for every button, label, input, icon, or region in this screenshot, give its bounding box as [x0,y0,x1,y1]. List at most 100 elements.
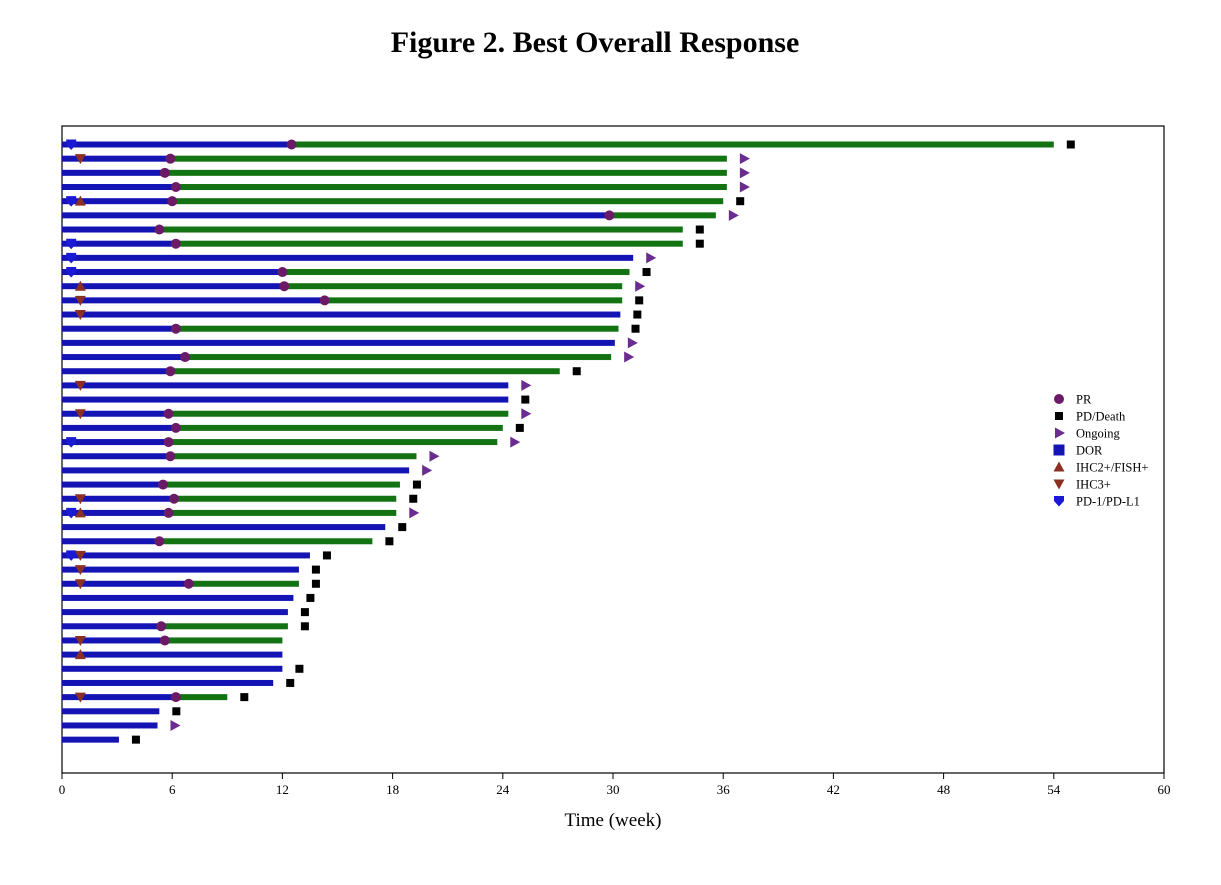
x-tick-label: 6 [169,782,176,797]
pr-marker [286,139,297,150]
ongoing-marker [646,252,657,264]
pr-marker [159,167,170,178]
legend-pd1-label: PD-1/PD-L1 [1076,495,1140,509]
legend-ihc2-label: IHC2+/FISH+ [1076,461,1148,475]
response-bar [170,368,560,375]
dor-bar [62,297,325,304]
legend-pr-symbol [1054,394,1064,404]
response-bar [170,453,417,460]
pd1-marker [66,507,77,519]
pr-marker [170,422,181,433]
response-bar [163,481,400,488]
x-tick-label: 48 [937,782,950,797]
dor-bar [62,623,162,630]
x-tick-label: 0 [59,782,66,797]
ongoing-marker [739,181,750,193]
ongoing-marker [422,464,433,476]
ongoing-marker [510,436,521,448]
pr-marker [169,493,180,504]
ongoing-marker [739,167,750,179]
pd1-marker [66,238,77,250]
ongoing-marker [728,209,739,221]
x-tick-label: 54 [1047,782,1061,797]
response-bar [175,694,228,701]
response-bar [175,325,619,332]
legend-pd-label: PD/Death [1076,410,1126,424]
dor-bar [62,708,160,715]
pd-death-marker [412,480,421,489]
dor-bar [62,396,509,403]
response-bar [170,155,727,162]
dor-bar [62,722,158,729]
response-bar [609,212,716,219]
pd-death-marker [631,324,640,333]
legend-pd1-symbol [1054,496,1064,507]
dor-bar [62,467,410,474]
dor-bar [62,439,169,446]
pr-marker [154,536,165,547]
ongoing-marker [429,450,440,462]
pd-death-marker [695,225,704,234]
ihc3-marker [74,550,86,561]
pr-marker [604,210,615,221]
ihc3-marker [74,494,86,505]
legend-dor-symbol [1053,444,1065,456]
pr-marker [279,281,290,292]
pd1-marker [66,267,77,278]
dor-bar [62,269,283,276]
legend-ihc3-symbol [1053,479,1065,490]
dor-bar [62,736,119,743]
x-tick-label: 24 [496,782,510,797]
pd-death-marker [695,239,704,248]
pr-marker [170,323,181,334]
pd-death-marker [311,565,320,574]
legend-ongoing-label: Ongoing [1076,427,1121,441]
response-bar [188,580,299,587]
dor-bar [62,495,175,502]
x-tick-label: 60 [1158,782,1171,797]
pr-marker [159,635,170,646]
pr-marker [165,366,176,377]
pd1-marker [66,550,77,561]
response-bar [174,495,397,502]
pd-death-marker [633,310,642,319]
dor-bar [62,410,169,417]
pd-death-marker [306,593,315,602]
pd-death-marker [385,537,394,546]
pd-death-marker [521,395,530,404]
dor-bar [62,283,285,290]
ihc3-marker [74,380,86,391]
x-tick-label: 18 [386,782,399,797]
legend-pr-label: PR [1076,393,1092,407]
pr-marker [180,352,191,363]
response-bar [175,424,503,431]
pr-marker [163,507,174,518]
pd-death-marker [736,197,745,206]
dor-bar [62,552,310,559]
pr-marker [170,182,181,193]
dor-bar [62,665,283,672]
pd1-marker [66,139,77,150]
dor-bar [62,509,169,516]
ongoing-marker [627,337,638,349]
dor-bar [62,538,160,545]
legend-pd-symbol [1055,412,1063,420]
dor-bar [62,155,171,162]
ihc3-marker [74,579,86,590]
pd-death-marker [398,523,407,532]
pr-marker [165,451,176,462]
response-bar [159,226,683,233]
ihc2-marker [74,280,86,291]
dor-bar [62,453,171,460]
pr-marker [170,238,181,249]
ongoing-marker [521,408,532,420]
ongoing-marker [624,351,635,363]
legend-dor-label: DOR [1076,444,1103,458]
dor-bar [62,382,509,389]
legend-ihc3-label: IHC3+ [1076,478,1111,492]
dor-bar [62,169,165,176]
pd1-marker [66,252,77,264]
pd-death-marker [322,551,331,560]
dor-bar [62,566,299,573]
dor-bar [62,651,283,658]
